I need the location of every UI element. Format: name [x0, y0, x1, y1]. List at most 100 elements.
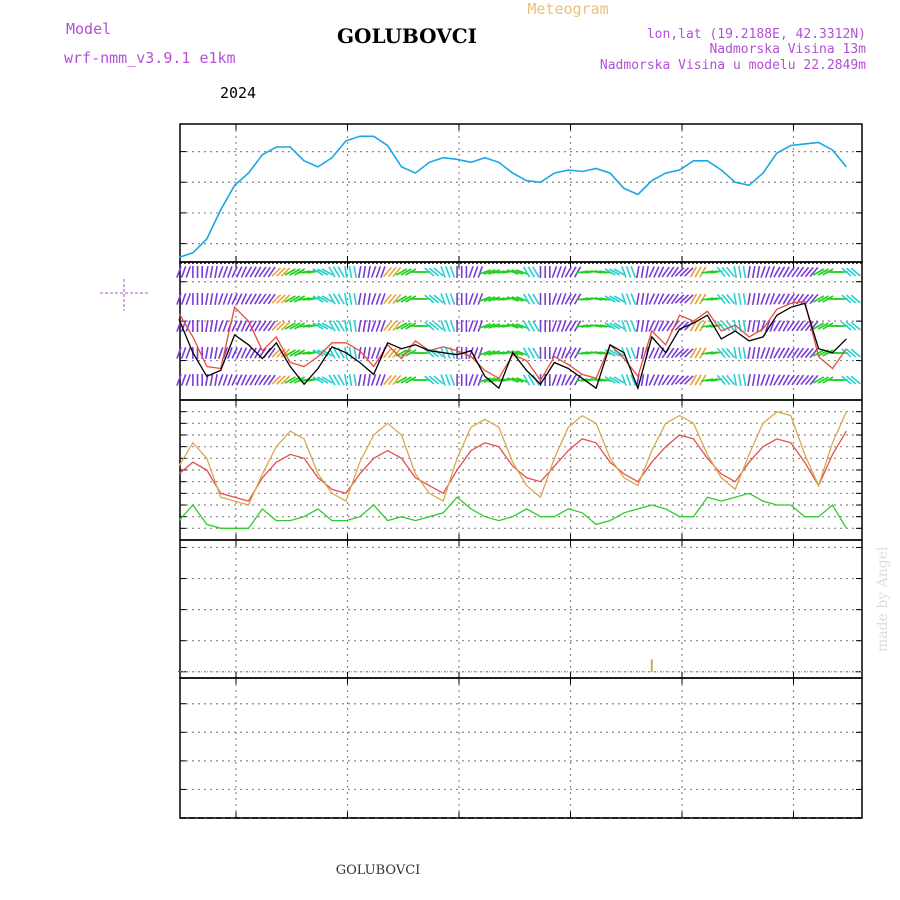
wind-arrow	[271, 267, 282, 277]
wind-arrow	[511, 350, 524, 356]
wind-arrow	[733, 346, 737, 360]
wind-arrow	[395, 295, 408, 303]
wind-arrow	[726, 293, 736, 305]
wind-arrow	[777, 347, 786, 359]
wind-arrow	[800, 347, 810, 359]
wind-arrow	[214, 319, 218, 333]
wind-arrow	[317, 322, 329, 330]
wind-arrow	[657, 374, 665, 386]
panel-label-layer	[100, 279, 148, 311]
wind-arrow	[636, 346, 640, 360]
wind-arrow	[782, 293, 790, 305]
wind-arrow	[400, 376, 412, 384]
wind-arrow	[267, 374, 276, 386]
dewpoint-series-line	[178, 492, 847, 529]
wind-arrow	[392, 266, 402, 278]
wind-arrow	[760, 266, 766, 278]
wind-arrow	[267, 347, 276, 359]
wind-arrow	[328, 320, 336, 332]
wind-arrow	[684, 267, 694, 277]
wind-arrow	[280, 267, 291, 277]
pressure-panel	[179, 123, 863, 263]
wind-arrow	[317, 376, 329, 384]
wind-arrow	[222, 266, 229, 278]
wind-arrow	[640, 373, 645, 387]
wind-arrow	[387, 374, 397, 386]
wind-arrow	[332, 320, 341, 332]
wind-arrow	[751, 373, 756, 387]
wind-arrow	[280, 294, 291, 304]
wind-arrow	[380, 293, 386, 305]
wind-arrow	[357, 346, 362, 360]
wind-arrow	[569, 374, 577, 386]
wind-arrow	[653, 347, 660, 359]
wind-arrow	[694, 293, 702, 305]
wind-arrow	[817, 268, 829, 276]
wind-arrow	[321, 268, 333, 276]
wind-arrow	[449, 266, 456, 278]
wind-arrow	[317, 295, 329, 303]
wind-arrow	[791, 347, 800, 359]
wind-arrow	[258, 320, 267, 332]
wind-arrow	[694, 320, 702, 332]
wind-arrow	[640, 346, 645, 360]
lonlat-label: lon,lat (19.2188E, 42.3312N)	[647, 27, 866, 42]
wind-arrow	[670, 266, 680, 278]
wind-arrow	[383, 374, 393, 386]
wind-arrow	[176, 374, 182, 386]
wind-arrow	[180, 266, 187, 278]
wind-arrow	[804, 347, 814, 359]
wind-arrow	[240, 320, 248, 332]
wind-arrow	[625, 347, 632, 359]
wind-arrow	[551, 374, 558, 386]
wind-arrow	[244, 347, 253, 359]
wind-arrow	[367, 265, 371, 279]
wind-arrow	[472, 374, 479, 386]
wind-arrow	[599, 378, 612, 382]
wind-arrow	[289, 322, 301, 330]
wind-arrow	[370, 266, 377, 278]
wind-arrow	[387, 347, 397, 359]
wind-arrow	[645, 373, 649, 387]
wind-arrow	[180, 374, 187, 386]
wind-arrow	[569, 347, 577, 359]
wind-arrow	[428, 267, 440, 277]
wind-arrow	[551, 347, 558, 359]
wind-arrow	[532, 293, 540, 305]
wind-arrow	[337, 293, 345, 305]
wind-arrow	[332, 293, 341, 305]
wind-arrow	[449, 374, 456, 386]
wind-arrow	[180, 347, 187, 359]
wind-arrow	[742, 265, 747, 279]
wind-arrow	[782, 320, 790, 332]
wind-arrow	[817, 322, 829, 330]
wind-arrow	[506, 296, 519, 302]
wind-arrow	[328, 266, 336, 278]
wind-arrow	[516, 269, 528, 275]
wind-arrow	[433, 294, 444, 304]
wind-arrow	[795, 320, 805, 332]
wind-arrow	[222, 374, 229, 386]
page-title: GOLUBOVCI	[337, 24, 477, 48]
wind-arrow	[176, 293, 182, 305]
wind-arrow	[217, 266, 224, 278]
wind-arrow	[653, 320, 660, 332]
wind-arrow	[640, 265, 645, 279]
wind-arrow	[468, 266, 474, 278]
wind-arrow	[357, 292, 362, 306]
wind-arrow	[217, 347, 224, 359]
wind-arrow	[276, 267, 286, 277]
wind-arrow	[679, 294, 690, 304]
wind-arrow	[666, 293, 675, 305]
wind-arrow	[205, 292, 209, 306]
wind-arrow	[231, 320, 238, 332]
wind-arrow	[599, 270, 612, 274]
wind-arrow	[280, 375, 291, 385]
wind-arrow	[721, 374, 731, 386]
wind-arrow	[337, 266, 345, 278]
wind-arrow	[679, 375, 690, 385]
wind-arrow	[747, 265, 751, 279]
wind-arrow	[804, 293, 814, 305]
wind-arrow	[621, 293, 627, 305]
wind-arrow	[400, 322, 412, 330]
